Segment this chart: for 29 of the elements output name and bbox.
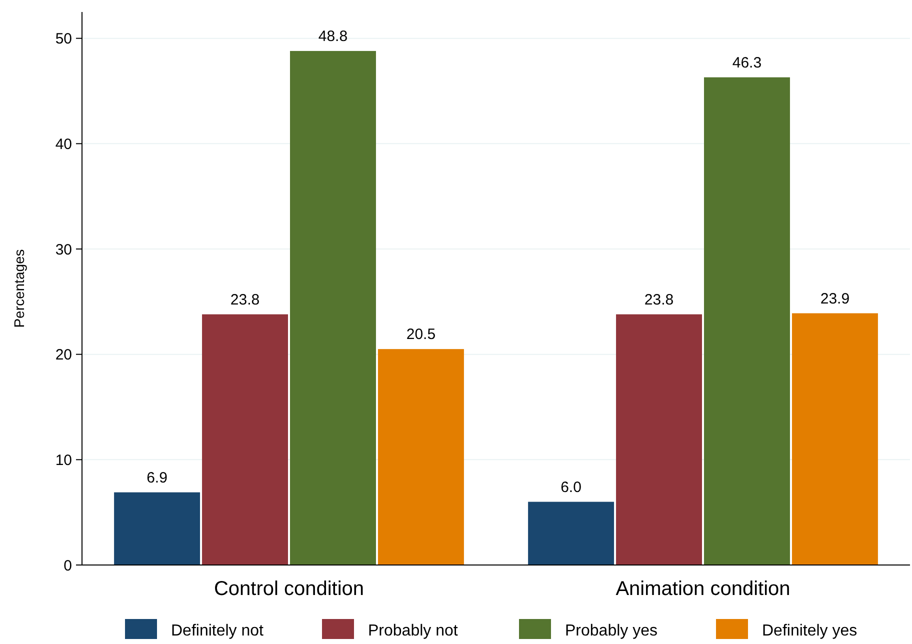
data-label: 6.0 bbox=[560, 478, 582, 496]
data-label: 23.8 bbox=[644, 291, 674, 308]
legend-label: Probably not bbox=[368, 622, 458, 640]
bar bbox=[616, 314, 702, 565]
x-tick-label: Control condition bbox=[214, 578, 364, 600]
data-label: 48.8 bbox=[318, 28, 348, 45]
data-label: 23.9 bbox=[820, 290, 850, 308]
bar bbox=[378, 349, 464, 565]
bar bbox=[704, 77, 790, 565]
y-tick-label: 30 bbox=[55, 241, 72, 258]
bar bbox=[792, 313, 878, 565]
x-tick-label: Animation condition bbox=[616, 578, 790, 600]
legend-label: Definitely yes bbox=[762, 622, 858, 640]
data-label: 20.5 bbox=[406, 326, 436, 344]
bar bbox=[290, 50, 376, 565]
bar bbox=[528, 502, 614, 565]
bar bbox=[202, 314, 288, 565]
bar bbox=[114, 492, 200, 565]
data-label: 46.3 bbox=[732, 54, 762, 72]
data-label: 23.8 bbox=[230, 291, 260, 308]
y-axis-title: Percentages bbox=[11, 249, 27, 328]
y-tick-label: 0 bbox=[64, 557, 72, 574]
data-label: 6.9 bbox=[146, 469, 168, 486]
y-tick-label: 50 bbox=[55, 30, 72, 48]
y-tick-label: 10 bbox=[55, 452, 72, 469]
y-tick-label: 40 bbox=[55, 136, 72, 153]
y-tick-label: 20 bbox=[55, 346, 72, 364]
legend-label: Probably yes bbox=[565, 622, 658, 640]
legend-label: Definitely not bbox=[171, 622, 264, 640]
